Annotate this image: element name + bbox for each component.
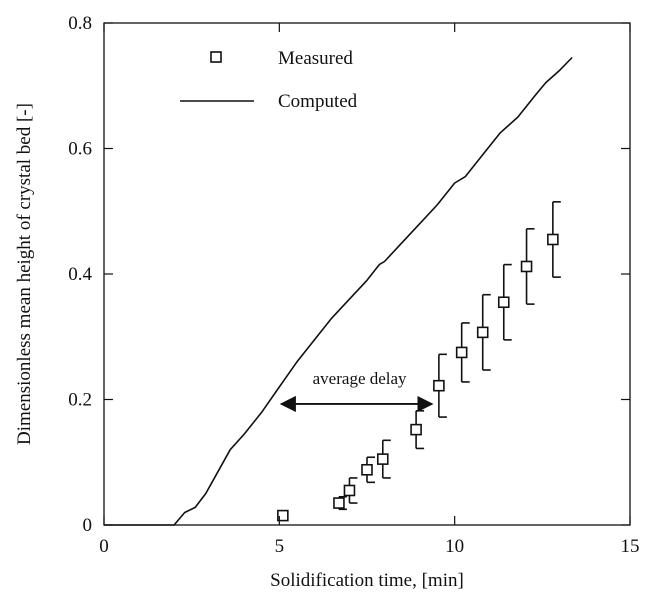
measured-point (520, 260, 533, 273)
legend: Measured Computed (180, 48, 358, 112)
measured-point (376, 453, 389, 465)
plot-frame (103, 22, 631, 526)
legend-computed-label: Computed (278, 91, 358, 112)
x-tick-label: 0 (99, 536, 109, 557)
measured-point (476, 326, 489, 339)
measured-point (333, 497, 345, 509)
measured-series (277, 233, 559, 522)
y-axis-title: Dimensionless mean height of crystal bed… (14, 103, 35, 445)
measured-point (343, 484, 356, 497)
x-tick-label: 15 (621, 536, 640, 557)
legend-measured-marker (210, 51, 222, 63)
average-delay-label: average delay (313, 369, 407, 388)
plot-area (104, 56, 573, 526)
x-axis-title: Solidification time, [min] (270, 570, 464, 591)
x-tick-label: 5 (275, 536, 285, 557)
x-tick-label: 10 (445, 536, 464, 557)
measured-point (433, 379, 445, 392)
measured-point (547, 233, 559, 246)
x-axis-ticks: 0 5 10 15 (99, 23, 640, 557)
y-tick-label: 0.4 (68, 264, 92, 285)
computed-line (104, 56, 573, 526)
y-tick-label: 0.8 (68, 13, 92, 34)
legend-measured-label: Measured (278, 48, 353, 69)
y-tick-label: 0 (83, 515, 93, 536)
measured-point (277, 509, 289, 522)
measured-point (410, 423, 422, 436)
y-tick-label: 0.2 (68, 390, 92, 411)
computed-series (104, 56, 573, 526)
measured-point (361, 463, 373, 476)
measured-point (497, 296, 510, 309)
measured-point (455, 346, 468, 359)
y-axis-ticks: 0 0.2 0.4 0.6 0.8 (68, 13, 630, 536)
measured-errorbars (338, 201, 561, 511)
average-delay-annotation: average delay (279, 369, 434, 413)
y-tick-label: 0.6 (68, 139, 92, 160)
